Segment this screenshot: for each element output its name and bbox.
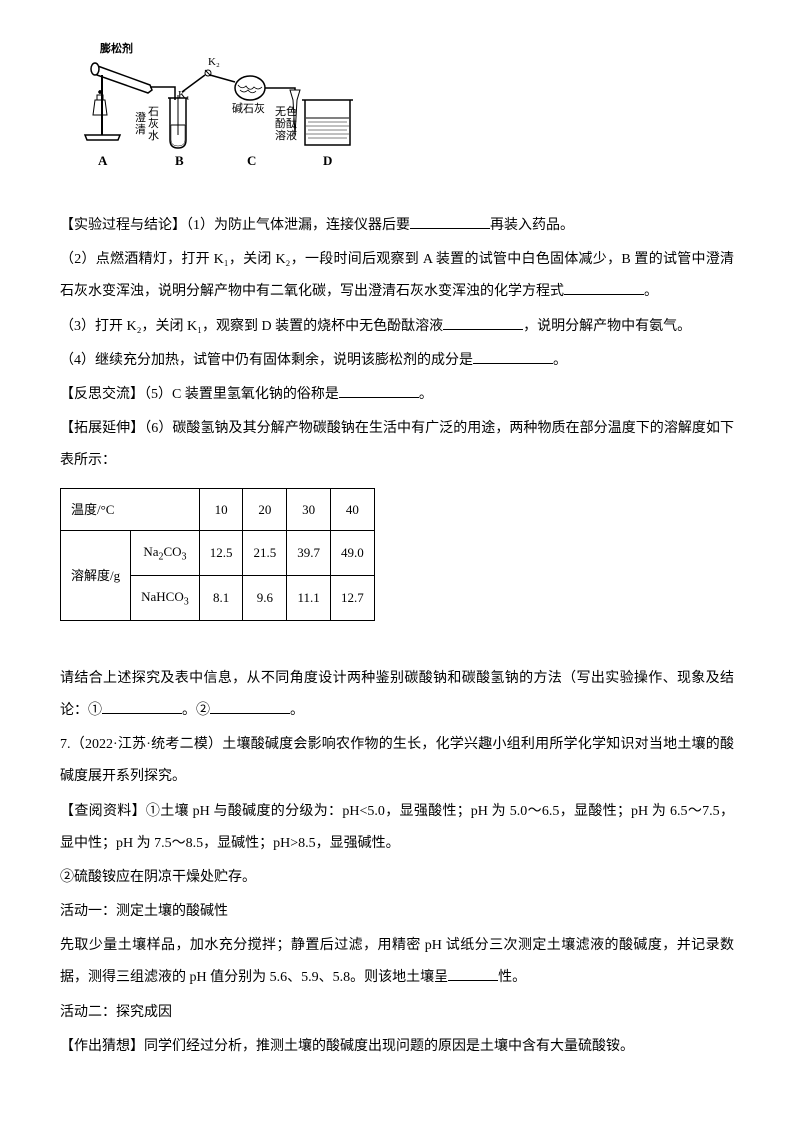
r1c3: 39.7 xyxy=(287,531,331,576)
th-sol: 溶解度/g xyxy=(61,531,131,620)
label-chengqing-1: 澄 xyxy=(135,110,146,124)
label-shihuishui-2: 灰 xyxy=(148,116,159,130)
label-shihuishui-3: 水 xyxy=(148,129,159,142)
blank-7a xyxy=(102,698,182,714)
r2c4: 12.7 xyxy=(330,575,374,620)
label-rongye: 溶液 xyxy=(275,128,297,142)
th-t2: 20 xyxy=(243,488,287,531)
para-1-end: 再装入药品。 xyxy=(490,218,574,233)
label-shihuishui-1: 石 xyxy=(148,106,159,118)
diagram-svg: 膨松剂 K₁ xyxy=(60,40,370,195)
label-b: B xyxy=(175,153,184,168)
r1c2: 21.5 xyxy=(243,531,287,576)
label-pengsongji: 膨松剂 xyxy=(99,41,133,55)
blank-7b xyxy=(210,698,290,714)
table-row-1: 溶解度/g Na2CO3 12.5 21.5 39.7 49.0 xyxy=(61,531,375,576)
apparatus-d xyxy=(290,90,353,145)
table-row-header: 温度/°C 10 20 30 40 xyxy=(61,488,375,531)
th-t1: 10 xyxy=(199,488,243,531)
blank-1 xyxy=(410,213,490,229)
para-8: 7.（2022·江苏·统考二模）土壤酸碱度会影响农作物的生长，化学兴趣小组利用所… xyxy=(60,729,734,793)
label-chengqing-2: 清 xyxy=(135,123,146,136)
para-10: ②硫酸铵应在阴凉干燥处贮存。 xyxy=(60,862,734,894)
para-1-text: 【实验过程与结论】（1）为防止气体泄漏，连接仪器后要 xyxy=(60,218,410,233)
para-1: 【实验过程与结论】（1）为防止气体泄漏，连接仪器后要 再装入药品。 xyxy=(60,210,734,242)
para-4: （4）继续充分加热，试管中仍有固体剩余，说明该膨松剂的成分是 。 xyxy=(60,345,734,377)
para-7-end: 。 xyxy=(290,703,304,718)
label-wuse: 无色 xyxy=(275,104,297,118)
para-9: 【查阅资料】①土壤 pH 与酸碱度的分级为：pH<5.0，显强酸性；pH 为 5… xyxy=(60,796,734,860)
para-7: 请结合上述探究及表中信息，从不同角度设计两种鉴别碳酸钠和碳酸氢钠的方法（写出实验… xyxy=(60,663,734,727)
para-3-end: ，说明分解产物中有氨气。 xyxy=(523,319,691,334)
blank-3 xyxy=(443,314,523,330)
label-fenhong: 酚酞 xyxy=(275,116,297,130)
para-4-text: （4）继续充分加热，试管中仍有固体剩余，说明该膨松剂的成分是 xyxy=(60,353,473,368)
para-13: 活动二：探究成因 xyxy=(60,997,734,1029)
th-t3: 30 xyxy=(287,488,331,531)
label-d: D xyxy=(323,153,332,168)
para-12: 先取少量土壤样品，加水充分搅拌；静置后过滤，用精密 pH 试纸分三次测定土壤滤液… xyxy=(60,930,734,994)
apparatus-b xyxy=(168,95,188,148)
para-7-mid: 。② xyxy=(182,703,210,718)
r1c1: 12.5 xyxy=(199,531,243,576)
blank-12 xyxy=(448,965,498,981)
para-5-text: 【反思交流】（5）C 装置里氢氧化钠的俗称是 xyxy=(60,387,339,402)
row1-label: Na2CO3 xyxy=(131,531,200,576)
para-5-end: 。 xyxy=(419,387,433,402)
blank-5 xyxy=(339,382,419,398)
para-12-text: 先取少量土壤样品，加水充分搅拌；静置后过滤，用精密 pH 试纸分三次测定土壤滤液… xyxy=(60,938,734,985)
label-k2: K₂ xyxy=(208,56,220,68)
para-4-end: 。 xyxy=(553,353,567,368)
para-2-end: 。 xyxy=(644,284,658,299)
para-12-end: 性。 xyxy=(498,970,526,985)
apparatus-c xyxy=(235,76,265,100)
th-t4: 40 xyxy=(330,488,374,531)
blank-2 xyxy=(564,279,644,295)
apparatus-diagram: 膨松剂 K₁ xyxy=(60,40,370,195)
label-c: C xyxy=(247,153,256,168)
para-5: 【反思交流】（5）C 装置里氢氧化钠的俗称是 。 xyxy=(60,379,734,411)
para-2: （2）点燃酒精灯，打开 K₁，关闭 K₂，一段时间后观察到 A 装置的试管中白色… xyxy=(60,244,734,308)
r2c1: 8.1 xyxy=(199,575,243,620)
r2c2: 9.6 xyxy=(243,575,287,620)
blank-4 xyxy=(473,348,553,364)
solubility-table: 温度/°C 10 20 30 40 溶解度/g Na2CO3 12.5 21.5… xyxy=(60,488,375,621)
r1c4: 49.0 xyxy=(330,531,374,576)
para-14: 【作出猜想】同学们经过分析，推测土壤的酸碱度出现问题的原因是土壤中含有大量硫酸铵… xyxy=(60,1031,734,1063)
row2-label: NaHCO3 xyxy=(131,575,200,620)
label-jianshuihui: 碱石灰 xyxy=(232,101,265,115)
para-3: （3）打开 K₂，关闭 K₁，观察到 D 装置的烧杯中无色酚酞溶液 ，说明分解产物… xyxy=(60,311,734,343)
label-a: A xyxy=(98,153,108,168)
r2c3: 11.1 xyxy=(287,575,331,620)
para-6: 【拓展延伸】（6）碳酸氢钠及其分解产物碳酸钠在生活中有广泛的用途，两种物质在部分… xyxy=(60,413,734,477)
th-temp: 温度/°C xyxy=(61,488,200,531)
para-11: 活动一：测定土壤的酸碱性 xyxy=(60,896,734,928)
para-3-text: （3）打开 K₂，关闭 K₁，观察到 D 装置的烧杯中无色酚酞溶液 xyxy=(60,319,443,334)
